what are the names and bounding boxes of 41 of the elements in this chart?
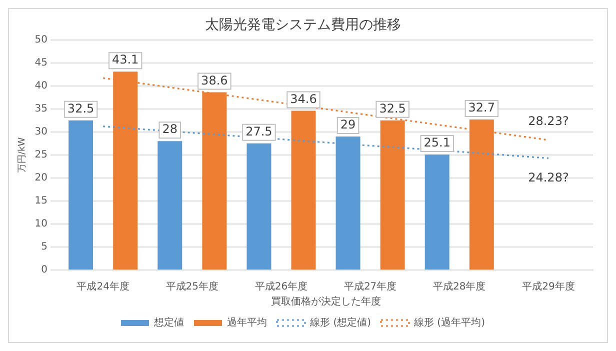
y-tick-label: 25: [34, 149, 48, 160]
x-tick-label: 平成28年度: [433, 280, 486, 293]
legend-label: 線形 (過年平均): [413, 316, 486, 329]
bar: [158, 141, 182, 270]
y-tick-label: 15: [34, 196, 48, 207]
chart-title: 太陽光発電システム費用の推移: [205, 17, 401, 34]
bar: [424, 154, 450, 270]
bar: [246, 143, 272, 270]
x-tick-label: 平成24年度: [76, 280, 130, 293]
y-tick-label: 20: [34, 172, 48, 184]
y-tick-label: 30: [34, 126, 48, 138]
bar: [291, 110, 316, 270]
x-tick-label: 平成27年度: [344, 280, 397, 293]
y-tick-label: 5: [41, 242, 48, 253]
y-tick-label: 35: [34, 103, 48, 114]
y-tick-label: 45: [34, 57, 48, 68]
data-label: 27.5: [246, 124, 272, 139]
x-tick-label: 平成29年度: [522, 280, 575, 293]
x-axis-title: 買取価格が決定した年度: [270, 296, 381, 308]
x-tick-label: 平成25年度: [166, 280, 219, 293]
data-label: 25.1: [424, 136, 450, 150]
bar: [68, 120, 94, 270]
data-label: 34.6: [290, 92, 317, 106]
y-tick-label: 0: [41, 264, 48, 276]
data-label: 32.5: [379, 101, 406, 116]
data-label: 32.5: [67, 101, 94, 116]
data-label: 28.23?: [528, 114, 569, 128]
legend-label: 過年平均: [227, 316, 268, 329]
data-label: 28: [162, 122, 178, 136]
legend-label: 線形 (想定値): [309, 316, 372, 329]
y-tick-label: 40: [34, 80, 48, 92]
data-label: 29: [340, 118, 356, 132]
data-label: 32.7: [468, 100, 496, 115]
data-label: 24.28?: [528, 170, 569, 184]
data-label: 38.6: [201, 73, 228, 88]
x-tick-label: 平成26年度: [254, 280, 308, 293]
y-axis-title: 万円/kW: [18, 137, 28, 172]
data-label: 43.1: [112, 52, 139, 67]
y-tick-label: 50: [34, 34, 48, 46]
legend-label: 想定値: [153, 316, 184, 329]
y-tick-label: 10: [34, 218, 48, 230]
